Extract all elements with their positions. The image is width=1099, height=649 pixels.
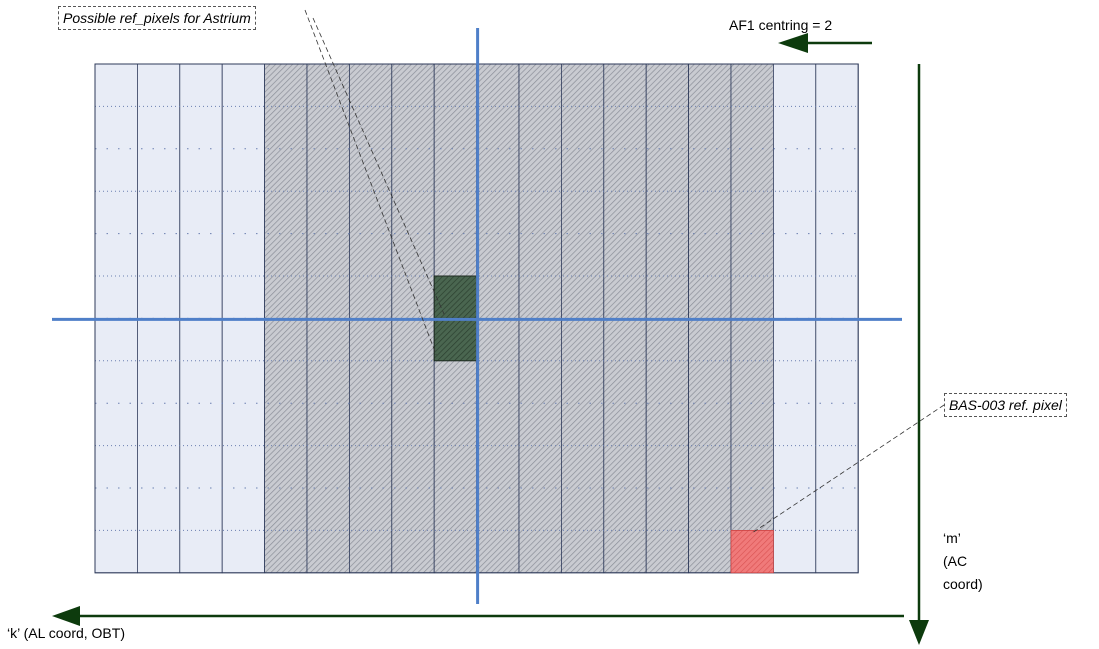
astrium-leader-line xyxy=(312,17,445,315)
astrium-callout-text: Possible ref_pixels for Astrium xyxy=(63,10,251,26)
k-arrow-head xyxy=(52,606,80,626)
bas003-callout: BAS-003 ref. pixel xyxy=(944,393,1067,417)
overlay xyxy=(52,9,945,645)
m-axis-label-line1: ‘m’ xyxy=(943,530,961,546)
m-arrow-head xyxy=(909,620,929,645)
m-axis-label-line2: (AC xyxy=(943,553,968,569)
bas003-callout-text: BAS-003 ref. pixel xyxy=(949,397,1062,413)
bas003-leader-line xyxy=(752,404,945,533)
m-axis-label-line3: coord) xyxy=(943,576,983,592)
astrium-leader-line xyxy=(304,9,437,355)
k-axis-label: ‘k’ (AL coord, OBT) xyxy=(7,625,125,641)
astrium-ref-pixel xyxy=(433,275,478,319)
astrium-ref-pixel xyxy=(433,317,478,362)
af1-centring-label: AF1 centring = 2 xyxy=(729,17,833,33)
bas003-ref-pixel xyxy=(730,530,774,574)
astrium-callout: Possible ref_pixels for Astrium xyxy=(58,6,256,30)
af1-arrow-head xyxy=(778,33,808,53)
